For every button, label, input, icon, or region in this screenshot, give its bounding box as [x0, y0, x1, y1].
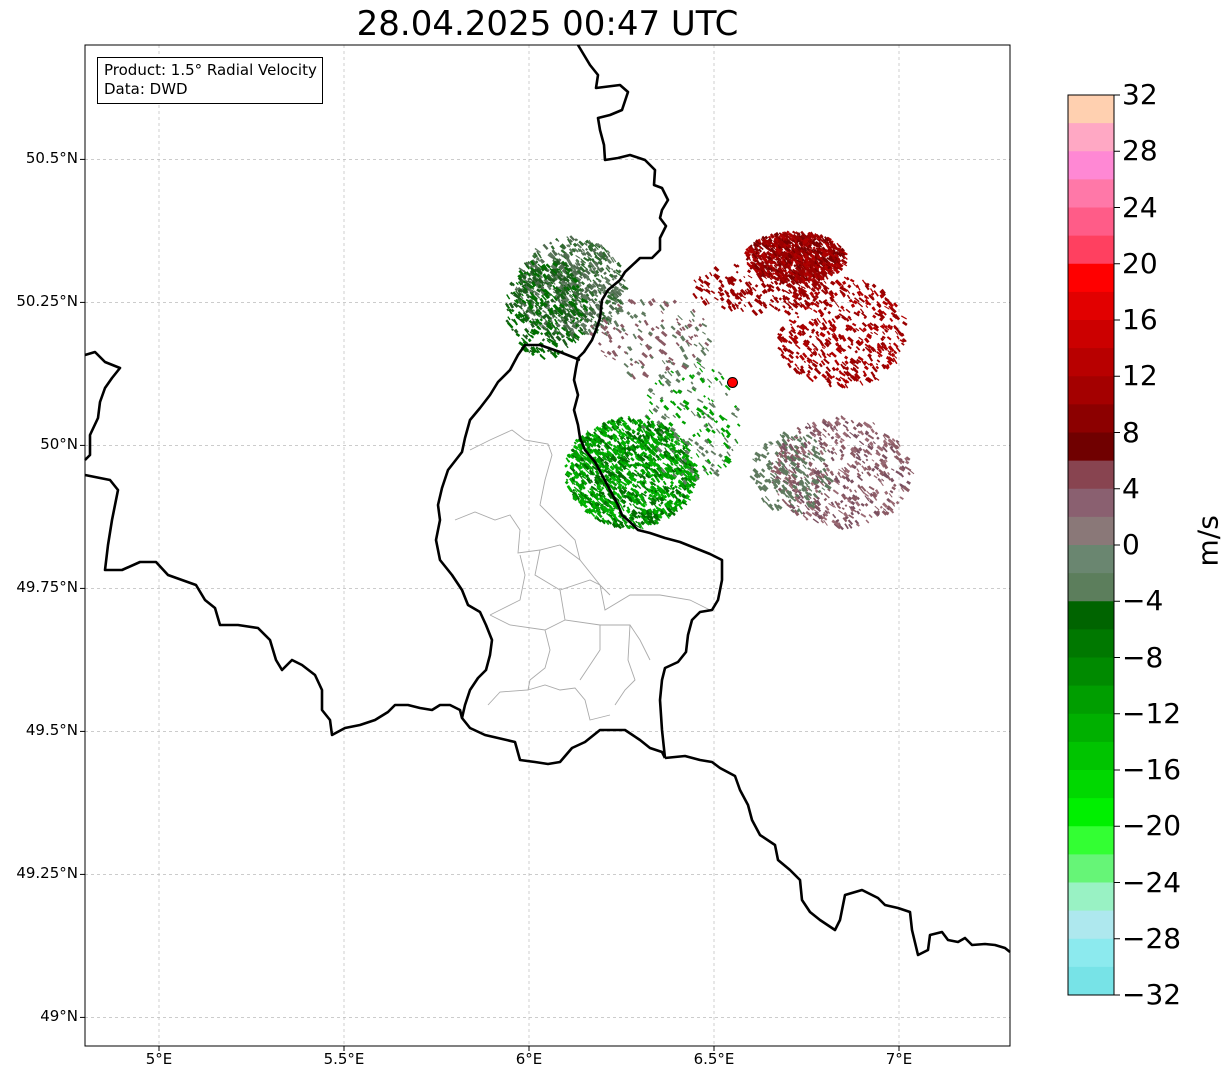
colorbar-segment — [1068, 376, 1114, 405]
colorbar-tick-label: −4 — [1122, 584, 1164, 618]
colorbar-tick-label: −28 — [1122, 921, 1182, 955]
lat-label: 49.75°N — [16, 578, 78, 597]
colorbar-segment — [1068, 826, 1114, 855]
colorbar-tick-label: 32 — [1122, 78, 1158, 111]
lat-label: 49.5°N — [25, 721, 78, 740]
lon-label: 7°E — [885, 1050, 913, 1068]
border-fr-south — [664, 754, 1011, 957]
colorbar-segment — [1068, 713, 1114, 743]
lat-label: 49.25°N — [16, 864, 78, 883]
colorbar-unit-label: m/s — [1191, 515, 1225, 567]
colorbar-segment — [1068, 263, 1114, 293]
colorbar-tick-label: −20 — [1122, 809, 1182, 843]
colorbar-segment — [1068, 629, 1114, 659]
gridlines — [85, 45, 1010, 1046]
colorbar-segment — [1068, 179, 1114, 209]
colorbar-segment — [1068, 151, 1114, 180]
map-frame — [85, 45, 1010, 1046]
lat-label: 50.5°N — [25, 149, 78, 168]
colorbar-segment — [1068, 432, 1114, 462]
colorbar-segment — [1068, 123, 1114, 152]
product-label: Product: 1.5° Radial Velocity — [104, 61, 317, 79]
colorbar-tick-label: −8 — [1122, 640, 1164, 674]
border-be-fr — [84, 473, 667, 766]
colorbar-tick-label: −12 — [1122, 696, 1182, 730]
colorbar-tick-label: 8 — [1122, 415, 1140, 449]
colorbar-segment — [1068, 601, 1114, 630]
colorbar-segment — [1068, 798, 1114, 827]
colorbar-segment — [1068, 488, 1114, 518]
colorbar-segment — [1068, 207, 1114, 237]
colorbar-tick-label: 0 — [1122, 528, 1140, 561]
lat-label: 50°N — [40, 435, 78, 454]
colorbar-segment — [1068, 95, 1114, 124]
colorbar-segment — [1068, 657, 1114, 687]
lat-label: 49°N — [40, 1007, 78, 1026]
colorbar-tick-label: 4 — [1122, 471, 1140, 505]
colorbar-segment — [1068, 966, 1114, 996]
colorbar-segment — [1068, 348, 1114, 377]
national-borders — [84, 44, 1011, 957]
radar-site-marker — [727, 376, 738, 388]
colorbar-tick-label: −32 — [1122, 978, 1182, 1011]
colorbar-segment — [1068, 516, 1114, 546]
colorbar-tick-label: 12 — [1122, 359, 1158, 393]
lon-label: 5.5°E — [323, 1050, 365, 1068]
data-source-label: Data: DWD — [104, 80, 188, 98]
admin-borders — [454, 429, 711, 721]
colorbar-segment — [1068, 460, 1114, 490]
colorbar-segment — [1068, 854, 1114, 884]
lat-label: 50.25°N — [16, 292, 78, 311]
axis-ticks — [80, 158, 900, 1051]
colorbar-tick-label: 28 — [1122, 134, 1158, 168]
lon-label: 5°E — [145, 1050, 173, 1068]
lon-label: 6.5°E — [693, 1050, 735, 1068]
colorbar-tick-label: 24 — [1122, 190, 1158, 224]
lon-label: 6°E — [515, 1050, 543, 1068]
border-de-be-lu — [572, 44, 724, 759]
colorbar-segment — [1068, 770, 1114, 799]
colorbar-segment — [1068, 320, 1114, 349]
colorbar-segment — [1068, 741, 1114, 771]
colorbar-ticks — [1114, 94, 1120, 996]
colorbar-segment — [1068, 235, 1114, 265]
radar-echoes — [504, 230, 915, 531]
border-be-nl — [84, 350, 122, 461]
colorbar-tick-label: −24 — [1122, 865, 1182, 899]
border-lu-west — [434, 343, 581, 719]
colorbar-segment — [1068, 545, 1114, 574]
colorbar-segment — [1068, 685, 1114, 715]
colorbar-segment — [1068, 882, 1114, 912]
colorbar-segment — [1068, 938, 1114, 968]
colorbar — [1068, 95, 1114, 996]
colorbar-segment — [1068, 573, 1114, 602]
map-title: 28.04.2025 00:47 UTC — [356, 4, 739, 44]
colorbar-segment — [1068, 291, 1114, 321]
colorbar-tick-label: 20 — [1122, 246, 1158, 280]
colorbar-segment — [1068, 910, 1114, 940]
colorbar-tick-label: 16 — [1122, 303, 1158, 336]
colorbar-segment — [1068, 404, 1114, 434]
colorbar-tick-label: −16 — [1122, 753, 1182, 786]
product-info-box: Product: 1.5° Radial Velocity Data: DWD — [97, 57, 323, 104]
